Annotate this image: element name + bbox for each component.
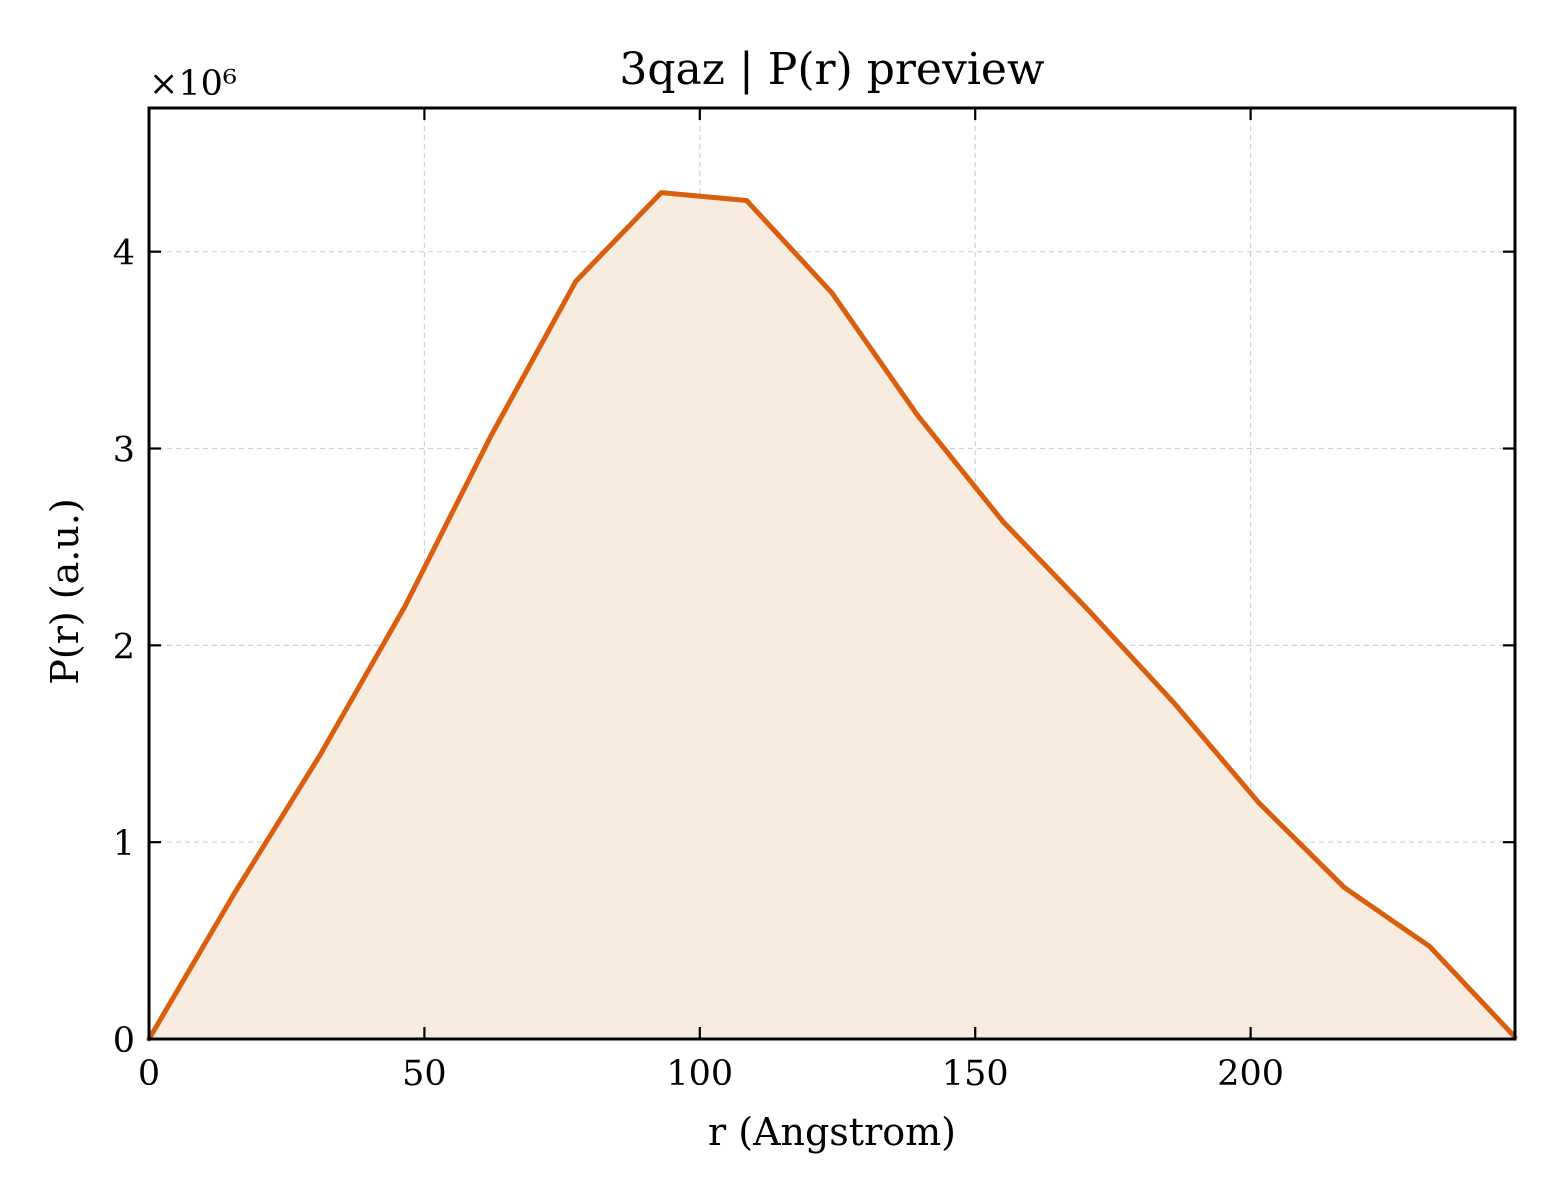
- y-tick-label: 2: [113, 627, 135, 667]
- series-area-fill: [149, 192, 1515, 1039]
- x-tick-label: 150: [942, 1054, 1009, 1094]
- ticks: 0 50 100 150 200 0 1 2 3 4: [113, 108, 1515, 1094]
- series-line: [146, 190, 1518, 1042]
- y-tick-label: 1: [113, 824, 135, 864]
- chart-title: 3qaz | P(r) preview: [619, 44, 1045, 95]
- x-tick-label: 50: [402, 1054, 447, 1094]
- x-tick-label: 200: [1217, 1054, 1284, 1094]
- y-axis-label: P(r) (a.u.): [43, 498, 87, 684]
- area-fill-layer: [149, 192, 1515, 1039]
- y-tick-label: 4: [113, 234, 135, 274]
- x-tick-label: 0: [138, 1054, 160, 1094]
- y-tick-label: 0: [113, 1021, 135, 1061]
- y-scale-multiplier: ×10⁶: [149, 64, 237, 104]
- x-tick-label: 100: [666, 1054, 733, 1094]
- series-line-layer: [146, 190, 1518, 1042]
- y-tick-label: 3: [113, 431, 135, 471]
- plot-frame: [147, 106, 1517, 1041]
- x-axis-label: r (Angstrom): [708, 1110, 956, 1154]
